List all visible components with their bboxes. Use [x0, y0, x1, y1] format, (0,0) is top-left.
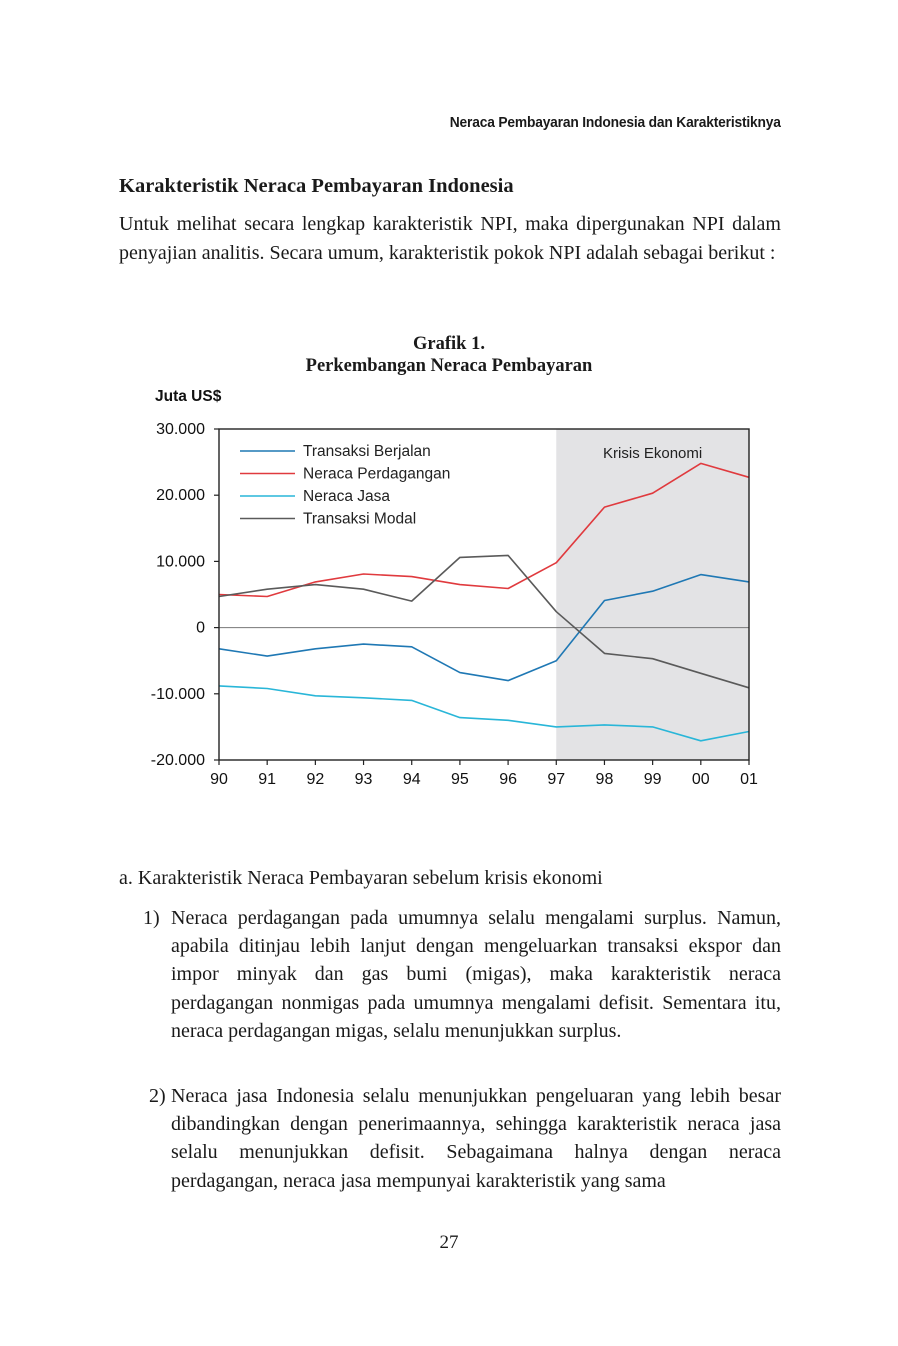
- y-tick-label: 10.000: [156, 553, 205, 570]
- x-tick-label: 90: [210, 771, 228, 788]
- crisis-shaded-region: [556, 429, 749, 760]
- list-heading: a. Karakteristik Neraca Pembayaran sebel…: [119, 867, 603, 889]
- legend-label: Neraca Perdagangan: [303, 466, 450, 483]
- series-line-neraca-jasa: [218, 685, 750, 742]
- section-title: Karakteristik Neraca Pembayaran Indonesi…: [119, 175, 514, 197]
- x-tick-label: 97: [547, 771, 565, 788]
- line-chart: Krisis Ekonomi 30.000 20.000 10.000 0 -10.00…: [151, 388, 758, 788]
- chart-title: Grafik 1.: [413, 334, 485, 354]
- list-item: 1) Neraca perdagangan pada umumnya selal…: [143, 904, 781, 1045]
- x-tick-label: 99: [644, 771, 662, 788]
- x-tick-label: 00: [692, 771, 710, 788]
- page-number: 27: [439, 1232, 459, 1253]
- chart-subtitle: Perkembangan Neraca Pembayaran: [305, 356, 593, 376]
- legend-label: Neraca Jasa: [303, 488, 390, 505]
- series-line-transaksi-berjalan: [218, 573, 750, 682]
- y-tick-label: 0: [196, 620, 205, 637]
- x-tick-label: 95: [451, 771, 469, 788]
- list-item-number: 1): [143, 907, 160, 929]
- list-item-text: Neraca perdagangan pada umumnya selalu m…: [171, 907, 781, 1042]
- y-tick-label: -20.000: [151, 752, 205, 769]
- legend-label: Transaksi Modal: [303, 511, 416, 528]
- x-tick-label: 96: [499, 771, 517, 788]
- x-tick-label: 91: [258, 771, 276, 788]
- running-header: Neraca Pembayaran Indonesia dan Karakter…: [450, 114, 781, 131]
- y-axis-label: Juta US$: [155, 388, 222, 405]
- series-line-neraca-perdagangan: [218, 462, 750, 598]
- series-line-transaksi-modal: [218, 554, 750, 689]
- intro-paragraph: Untuk melihat secara lengkap karakterist…: [119, 213, 781, 264]
- x-tick-label: 98: [596, 771, 614, 788]
- x-tick-label: 01: [740, 771, 758, 788]
- y-tick-label: 20.000: [156, 487, 205, 504]
- plot-frame: [218, 428, 750, 761]
- y-tick-label: 30.000: [156, 421, 205, 438]
- list-item-number: 2): [149, 1085, 166, 1107]
- x-tick-label: 92: [306, 771, 324, 788]
- x-tick-label: 94: [403, 771, 421, 788]
- y-tick-label: -10.000: [151, 686, 205, 703]
- legend-label: Transaksi Berjalan: [303, 443, 431, 460]
- list-item-text: Neraca jasa Indonesia selalu menunjukkan…: [171, 1085, 781, 1192]
- list-item: 2) Neraca jasa Indonesia selalu menunjuk…: [143, 1082, 781, 1195]
- crisis-label: Krisis Ekonomi: [603, 445, 702, 462]
- x-tick-label: 93: [355, 771, 373, 788]
